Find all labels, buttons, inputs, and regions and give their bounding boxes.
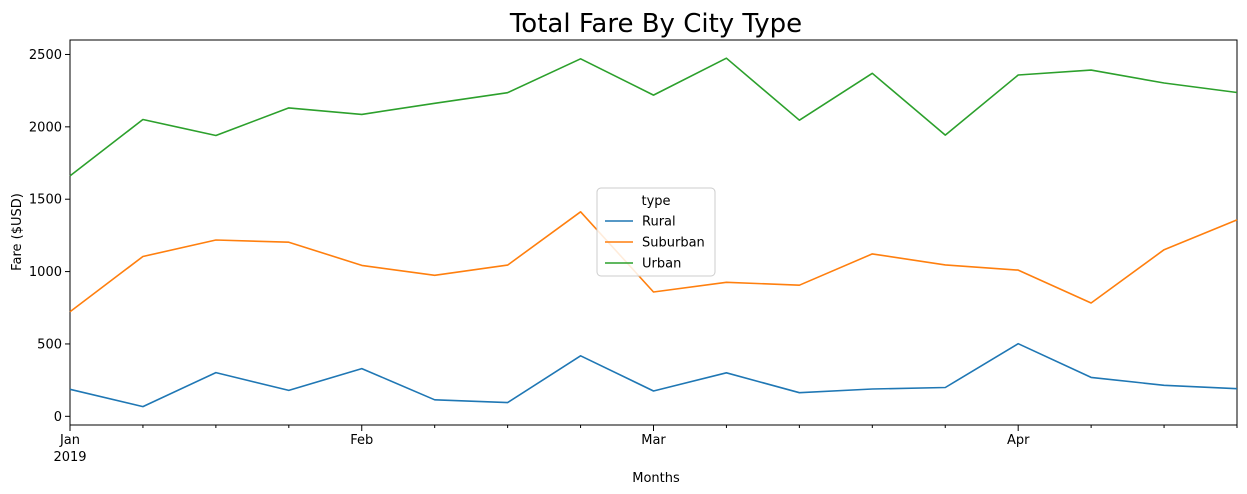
y-axis-label: Fare ($USD) — [10, 193, 25, 271]
series-line-suburban — [69, 211, 1238, 313]
legend-box — [596, 187, 716, 277]
y-tick-label: 0 — [54, 410, 62, 425]
series-lines — [69, 57, 1238, 408]
x-tick-label: Jan — [59, 433, 80, 448]
y-tick-label: 2500 — [29, 48, 62, 63]
legend-label-urban: Urban — [642, 257, 681, 272]
y-tick-label: 2000 — [29, 120, 62, 135]
series-line-urban — [69, 57, 1238, 177]
legend-label-suburban: Suburban — [642, 236, 705, 251]
x-tick-label: Feb — [350, 433, 373, 448]
x-axis: Jan 2019 Feb Mar Apr — [53, 425, 1238, 465]
series-line-rural — [69, 342, 1238, 408]
x-tick-year-label: 2019 — [53, 450, 86, 465]
chart-title: Total Fare By City Type — [509, 9, 802, 39]
y-tick-label: 1500 — [29, 193, 62, 208]
y-tick-label: 1000 — [29, 265, 62, 280]
legend: type Rural Suburban Urban — [596, 187, 716, 277]
y-axis: 0 500 1000 1500 2000 2500 — [29, 48, 70, 425]
x-tick-label: Mar — [641, 433, 666, 448]
x-tick-label: Apr — [1007, 433, 1030, 448]
legend-label-rural: Rural — [642, 215, 676, 230]
x-axis-label: Months — [632, 471, 680, 486]
y-tick-label: 500 — [37, 337, 62, 352]
legend-title: type — [641, 194, 670, 209]
